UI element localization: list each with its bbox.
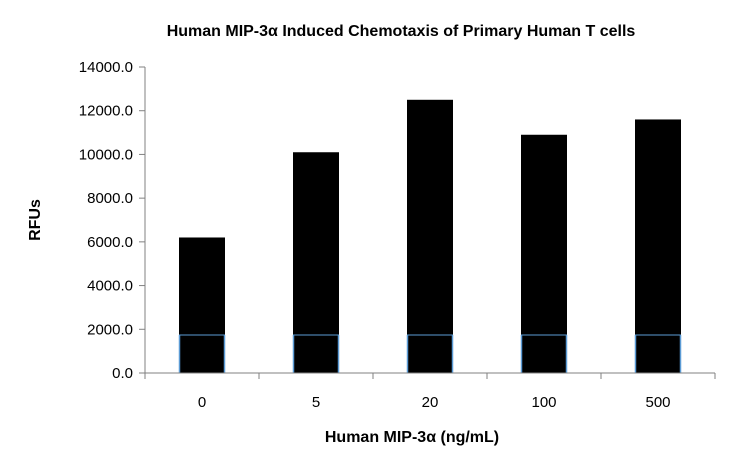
labels-layer: 0 5 20 100 500 0.0 2000.0 4000.0 6000.0 8000.0 100…: [79, 59, 671, 411]
bars-layer: [178, 99, 682, 374]
y-tick-label: 10000.0: [79, 146, 133, 163]
bar-100: [520, 134, 568, 373]
bar-20: [406, 99, 454, 374]
bar-0: [178, 237, 226, 373]
bar-500: [634, 119, 682, 373]
chart-title: Human MIP-3α Induced Chemotaxis of Prima…: [167, 23, 636, 40]
bar-5: [292, 152, 340, 373]
y-tick-label: 4000.0: [87, 278, 133, 295]
bar-rect-0: [179, 237, 225, 373]
x-tick-label: 20: [422, 394, 439, 411]
bar-rect-500: [635, 119, 681, 373]
x-tick-label: 500: [645, 394, 670, 411]
x-axis-title: Human MIP-3α (ng/mL): [325, 429, 499, 446]
bar-rect-20: [407, 99, 453, 374]
y-tick-label: 12000.0: [79, 103, 133, 120]
y-tick-label: 14000.0: [79, 59, 133, 76]
y-tick-label: 0.0: [112, 365, 133, 382]
bar-rect-100: [521, 134, 567, 373]
y-tick-label: 2000.0: [87, 321, 133, 338]
x-tick-label: 0: [198, 394, 206, 411]
axes-layer: [139, 66, 716, 379]
x-tick-label: 5: [312, 394, 320, 411]
x-tick-label: 100: [531, 394, 556, 411]
bar-rect-5: [293, 152, 339, 373]
y-axis-title: RFUs: [27, 199, 44, 241]
y-tick-label: 8000.0: [87, 190, 133, 207]
y-tick-label: 6000.0: [87, 234, 133, 251]
